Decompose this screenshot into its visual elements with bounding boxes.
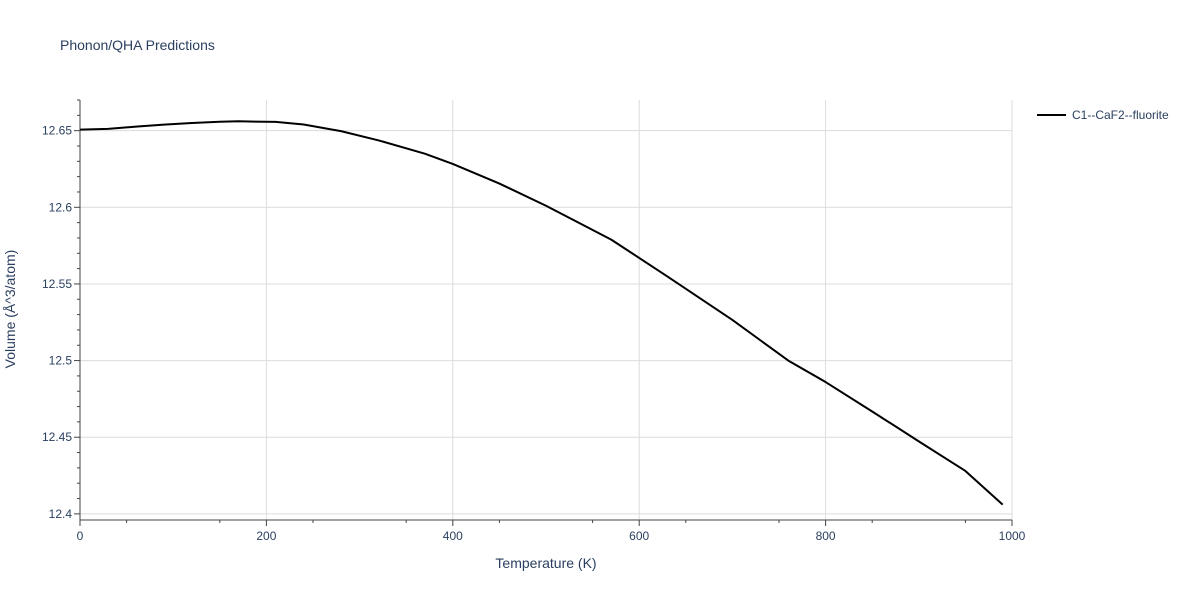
y-tick-label: 12.65	[42, 124, 72, 138]
legend-label: C1--CaF2--fluorite	[1072, 108, 1169, 122]
series-line	[79, 120, 1004, 506]
chart-title: Phonon/QHA Predictions	[60, 37, 215, 53]
axes: 0 200 400 600 800 1000 12.4 12.45 12.5 12.55 12.6 1…	[42, 99, 1026, 543]
y-axis-title: Volume (Å^3/atom)	[2, 250, 18, 369]
x-tick-label: 200	[256, 529, 276, 543]
y-tick-label: 12.45	[42, 430, 72, 444]
y-tick-label: 12.6	[49, 200, 73, 214]
x-tick-label: 400	[443, 529, 463, 543]
x-axis-title: Temperature (K)	[495, 555, 596, 571]
series-layer	[79, 120, 1004, 506]
grid	[80, 100, 1013, 520]
legend[interactable]: C1--CaF2--fluorite	[1037, 108, 1169, 122]
x-tick-label: 0	[77, 529, 84, 543]
x-tick-label: 1000	[999, 529, 1026, 543]
y-tick-label: 12.4	[49, 507, 73, 521]
y-tick-label: 12.55	[42, 277, 72, 291]
x-tick-label: 800	[816, 529, 836, 543]
y-tick-label: 12.5	[49, 354, 73, 368]
x-tick-label: 600	[629, 529, 649, 543]
